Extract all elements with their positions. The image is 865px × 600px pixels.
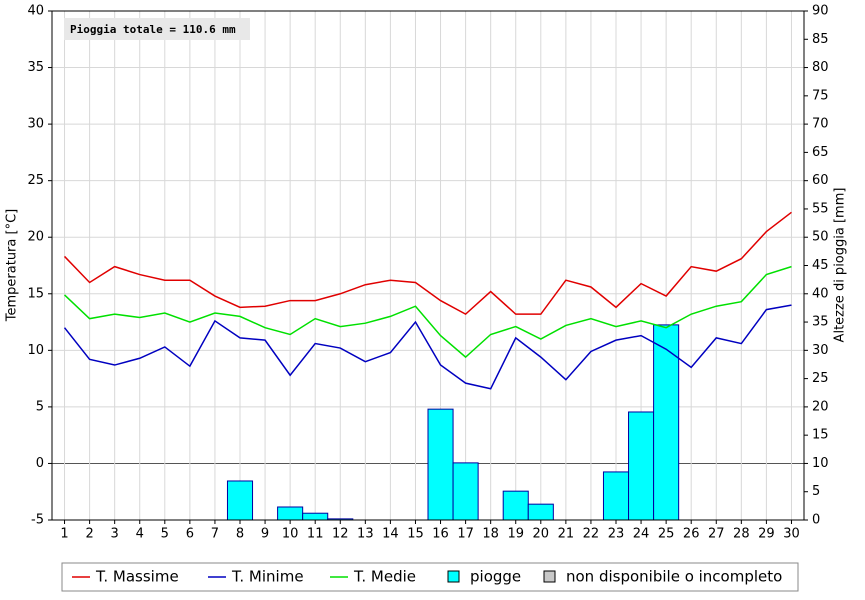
y2-tick-label: 5 [812,484,820,499]
legend-label: piogge [470,568,521,586]
x-tick-label: 4 [136,527,144,542]
x-tick-label: 21 [558,527,575,542]
x-tick-label: 6 [186,527,194,542]
legend-swatch [543,570,556,583]
x-tick-label: 12 [332,527,349,542]
x-tick-label: 17 [457,527,474,542]
bar [653,324,680,521]
line [63,304,792,390]
y2-tick-label: 30 [812,343,829,358]
y2-tick-label: 60 [812,173,829,188]
x-tick-label: 1 [60,527,68,542]
x-tick-label: 24 [633,527,650,542]
legend-label: T. Massime [95,568,179,586]
y-axis-label: Temperatura [°C] [5,209,20,322]
x-tick-label: 9 [261,527,269,542]
y2-tick-label: 25 [812,371,829,386]
grid [52,10,804,521]
x-tick-label: 2 [85,527,93,542]
y2-tick-label: 80 [812,60,829,75]
bar [427,408,454,521]
y2-tick-label: 0 [812,513,820,528]
y2-tick-label: 85 [812,32,829,47]
bar [452,462,479,521]
x-tick-label: 11 [307,527,324,542]
x-tick-label: 28 [733,527,750,542]
x-tick-label: 19 [507,527,524,542]
legend-label: non disponibile o incompleto [566,568,782,586]
bar [502,490,529,521]
x-tick-label: 8 [236,527,244,542]
y2-tick-label: 40 [812,286,829,301]
y-tick-label: 5 [36,399,44,414]
y2-axis-label: Altezze di pioggia [mm] [833,188,848,343]
bar [277,506,304,521]
y-tick-label: 20 [27,230,44,245]
x-tick-label: 30 [783,527,800,542]
legend-label: T. Minime [231,568,304,586]
x-tick-label: 22 [583,527,600,542]
line [64,265,792,359]
y-tick-label: 15 [27,286,44,301]
legend-label: T. Medie [353,568,416,586]
x-tick-label: 25 [658,527,675,542]
x-tick-label: 26 [683,527,700,542]
annotation-box [64,18,250,40]
x-tick-label: 16 [432,527,449,542]
bar [527,503,554,521]
x-tick-label: 7 [211,527,219,542]
x-tick-label: 29 [758,527,775,542]
y-tick-label: -5 [31,513,44,528]
y2-tick-label: 65 [812,145,829,160]
y2-tick-label: 35 [812,315,829,330]
line [63,211,792,316]
bar [226,480,254,521]
bar [602,471,630,521]
y2-tick-label: 55 [812,201,829,216]
annotation: Pioggia totale = 110.6 mm [70,23,236,36]
x-tick-label: 18 [482,527,499,542]
x-tick-label: 3 [111,527,119,542]
x-tick-label: 20 [533,527,550,542]
y2-tick-label: 75 [812,88,829,103]
y2-tick-label: 15 [812,428,829,443]
y-tick-label: 25 [27,173,44,188]
x-tick-label: 14 [382,527,399,542]
y2-tick-label: 10 [812,456,829,471]
y-tick-label: 0 [36,456,44,471]
legend-swatch [447,570,460,583]
y-tick-label: 35 [27,60,44,75]
x-tick-label: 15 [407,527,424,542]
x-tick-label: 10 [282,527,299,542]
y2-tick-label: 20 [812,399,829,414]
x-tick-label: 27 [708,527,725,542]
y-tick-label: 30 [27,117,44,132]
bar [302,512,329,521]
plot-frame [51,10,805,521]
legend-box [61,562,799,592]
x-tick-label: 5 [161,527,169,542]
y-tick-label: 40 [27,4,44,19]
y2-tick-label: 90 [812,4,829,19]
y-tick-label: 10 [27,343,44,358]
y2-tick-label: 45 [812,258,829,273]
x-tick-label: 23 [608,527,625,542]
y2-tick-label: 50 [812,230,829,245]
y2-tick-label: 70 [812,117,829,132]
bar [628,411,655,521]
x-tick-label: 13 [357,527,374,542]
